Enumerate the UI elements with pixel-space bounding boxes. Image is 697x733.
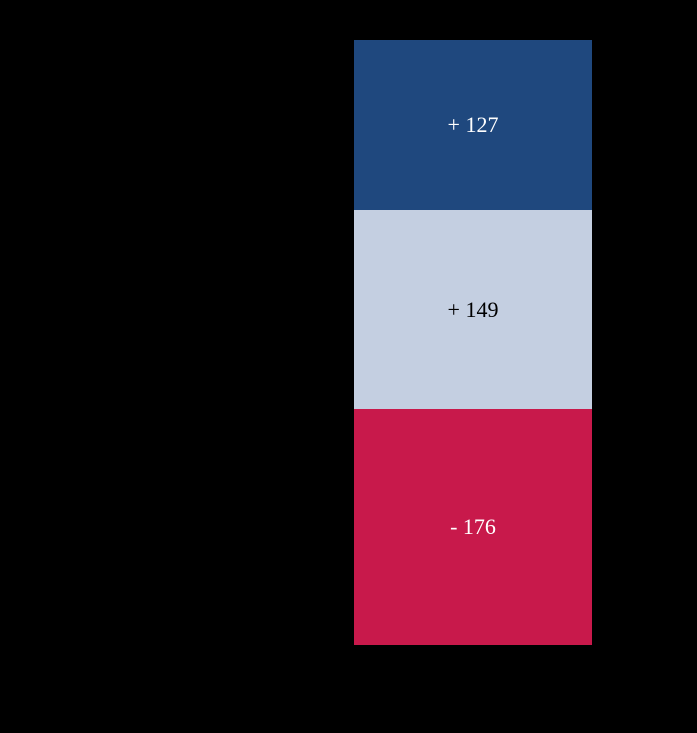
bar-segment-middle: + 149 (354, 210, 592, 409)
bar-segment-top: + 127 (354, 40, 592, 210)
bar-segment-top-label: + 127 (448, 112, 499, 138)
bar-segment-middle-label: + 149 (448, 297, 499, 323)
chart-canvas: + 127 + 149 - 176 (0, 0, 697, 733)
bar-segment-bottom-label: - 176 (450, 514, 496, 540)
bar-segment-bottom: - 176 (354, 409, 592, 645)
